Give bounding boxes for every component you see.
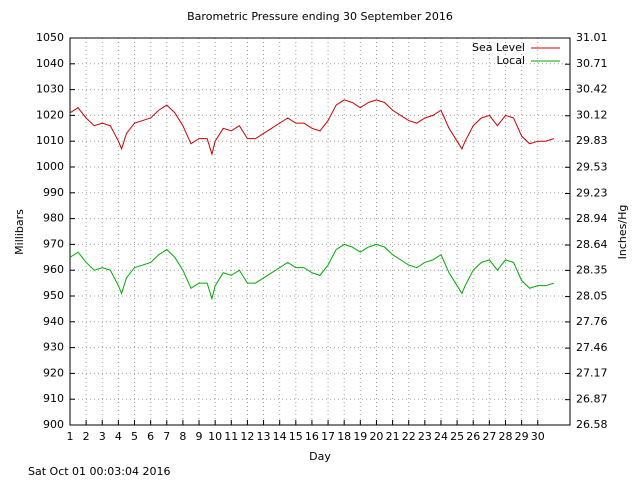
y2-axis-label: Inches/Hg (616, 205, 629, 260)
x-tick-label: 26 (466, 430, 480, 443)
x-tick-label: 22 (402, 430, 416, 443)
x-tick-label: 10 (208, 430, 222, 443)
x-tick-label: 11 (224, 430, 238, 443)
y-tick-label: 910 (43, 392, 64, 405)
x-axis-label: Day (309, 450, 331, 463)
x-tick-label: 2 (83, 430, 90, 443)
x-tick-label: 30 (531, 430, 545, 443)
y2-tick-label: 27.76 (576, 315, 608, 328)
y2-tick-label: 26.58 (576, 418, 608, 431)
x-tick-label: 23 (418, 430, 432, 443)
y2-tick-label: 26.87 (576, 393, 608, 406)
y2-tick-label: 28.94 (576, 212, 608, 225)
x-tick-label: 6 (147, 430, 154, 443)
y-tick-label: 950 (43, 289, 64, 302)
y2-tick-label: 28.64 (576, 238, 608, 251)
y2-tick-label: 28.05 (576, 290, 608, 303)
y2-tick-label: 29.53 (576, 160, 608, 173)
y-tick-label: 1030 (36, 83, 64, 96)
y-tick-label: 930 (43, 341, 64, 354)
x-tick-label: 16 (305, 430, 319, 443)
y-tick-label: 920 (43, 366, 64, 379)
x-tick-label: 25 (450, 430, 464, 443)
x-tick-label: 3 (99, 430, 106, 443)
y-tick-label: 940 (43, 315, 64, 328)
x-tick-label: 17 (321, 430, 335, 443)
y-tick-label: 980 (43, 212, 64, 225)
y2-tick-label: 30.42 (576, 83, 608, 96)
x-tick-label: 20 (369, 430, 383, 443)
x-tick-label: 27 (482, 430, 496, 443)
footer: Sat Oct 01 00:03:04 2016 (28, 465, 170, 478)
x-tick-label: 8 (179, 430, 186, 443)
y2-tick-label: 29.83 (576, 134, 608, 147)
chart-title: Barometric Pressure ending 30 September … (187, 10, 453, 23)
data-line (69, 99, 555, 156)
legend-label: Sea Level (472, 41, 525, 54)
x-tick-label: 29 (515, 430, 529, 443)
y2-tick-label: 28.35 (576, 263, 608, 276)
x-tick-label: 4 (115, 430, 122, 443)
x-tick-label: 7 (163, 430, 170, 443)
x-tick-label: 14 (273, 430, 287, 443)
x-tick-label: 21 (386, 430, 400, 443)
y-tick-label: 1040 (36, 57, 64, 70)
y2-tick-label: 31.01 (576, 31, 608, 44)
y-tick-label: 970 (43, 237, 64, 250)
legend-label: Local (496, 54, 525, 67)
x-tick-label: 5 (131, 430, 138, 443)
y-tick-label: 1000 (36, 160, 64, 173)
y2-tick-label: 30.71 (576, 57, 608, 70)
y2-tick-label: 27.46 (576, 341, 608, 354)
x-tick-label: 9 (196, 430, 203, 443)
x-tick-label: 24 (434, 430, 448, 443)
y-tick-label: 1020 (36, 108, 64, 121)
y2-tick-label: 27.17 (576, 366, 608, 379)
y-tick-label: 990 (43, 186, 64, 199)
x-tick-label: 1 (67, 430, 74, 443)
x-tick-label: 19 (353, 430, 367, 443)
y-tick-label: 900 (43, 418, 64, 431)
y-tick-label: 960 (43, 263, 64, 276)
y2-tick-label: 30.12 (576, 109, 608, 122)
data-line (69, 243, 555, 301)
x-tick-label: 15 (289, 430, 303, 443)
x-tick-label: 13 (257, 430, 271, 443)
y2-tick-label: 29.23 (576, 186, 608, 199)
x-tick-label: 18 (337, 430, 351, 443)
plot-border (69, 37, 571, 426)
y-tick-label: 1010 (36, 134, 64, 147)
x-tick-label: 12 (240, 430, 254, 443)
x-tick-label: 28 (498, 430, 512, 443)
y-tick-label: 1050 (36, 31, 64, 44)
y-axis-label: Millibars (13, 209, 26, 255)
